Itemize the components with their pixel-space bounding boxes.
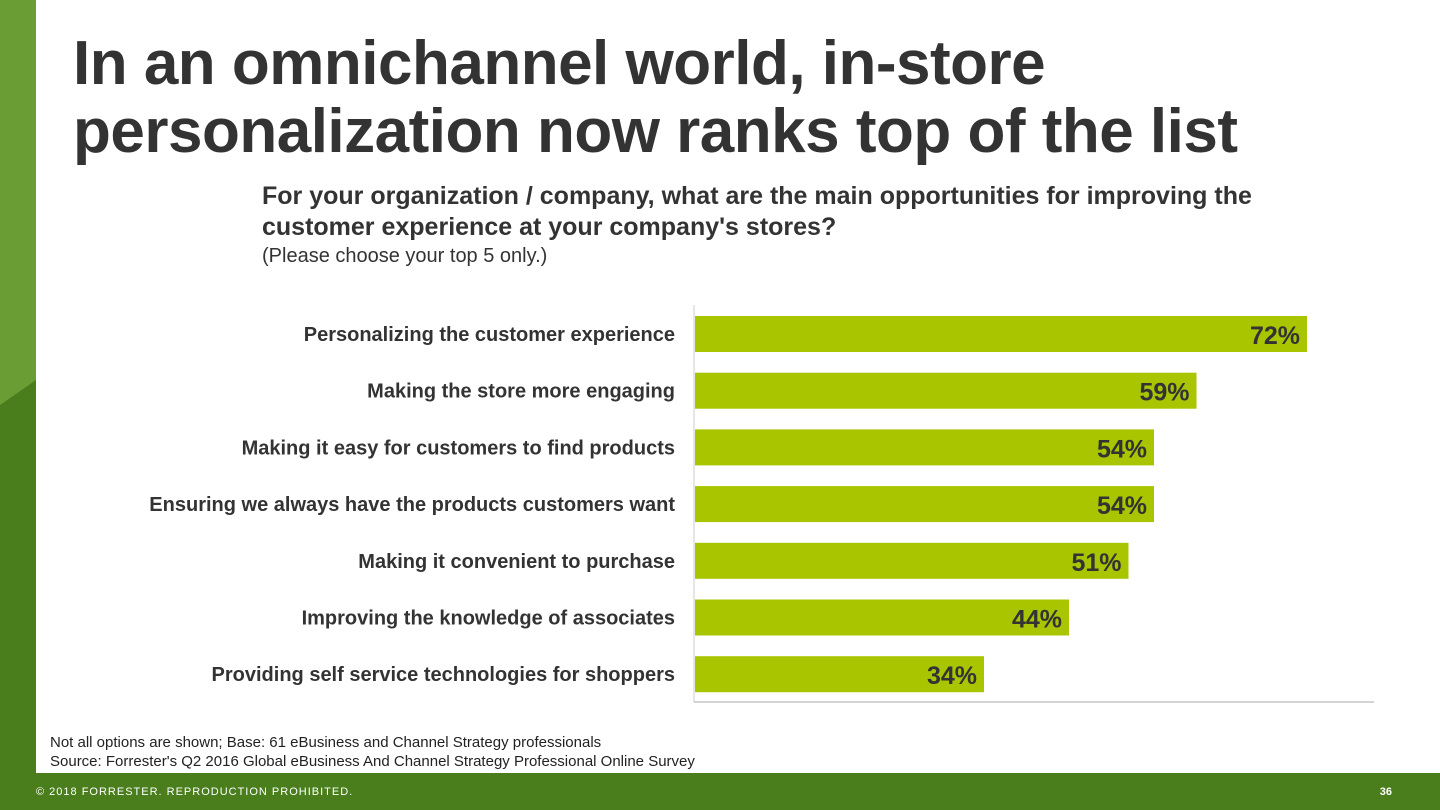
- page-title: In an omnichannel world, in-store person…: [73, 29, 1238, 166]
- bar: [695, 429, 1154, 466]
- copyright: © 2018 FORRESTER. REPRODUCTION PROHIBITE…: [36, 786, 354, 798]
- source-note: Source: Forrester's Q2 2016 Global eBusi…: [50, 753, 695, 770]
- value-label: 44%: [1012, 606, 1062, 634]
- value-label: 54%: [1097, 492, 1147, 520]
- page-number: 36: [1379, 786, 1392, 798]
- category-label: Improving the knowledge of associates: [302, 608, 675, 630]
- bar: [695, 316, 1307, 352]
- footer: © 2018 FORRESTER. REPRODUCTION PROHIBITE…: [0, 773, 1440, 810]
- category-label: Making the store more engaging: [367, 381, 675, 403]
- value-label: 72%: [1250, 322, 1300, 350]
- bar: [695, 599, 1069, 636]
- value-label: 54%: [1097, 435, 1147, 463]
- footnote: Not all options are shown; Base: 61 eBus…: [50, 734, 602, 751]
- category-label: Ensuring we always have the products cus…: [149, 494, 675, 516]
- value-label: 59%: [1139, 379, 1189, 407]
- category-label: Making it convenient to purchase: [358, 551, 675, 573]
- category-label: Making it easy for customers to find pro…: [242, 437, 675, 459]
- survey-question: For your organization / company, what ar…: [262, 182, 1252, 241]
- value-label: 51%: [1071, 549, 1121, 577]
- value-label: 34%: [927, 662, 977, 690]
- sidebar-decoration: [0, 0, 36, 810]
- category-label: Personalizing the customer experience: [304, 324, 675, 346]
- bar: [695, 372, 1197, 409]
- bar: [695, 656, 984, 693]
- bar: [695, 542, 1129, 579]
- question-note: (Please choose your top 5 only.): [262, 245, 548, 267]
- category-label: Providing self service technologies for …: [212, 664, 675, 686]
- bar: [695, 486, 1154, 523]
